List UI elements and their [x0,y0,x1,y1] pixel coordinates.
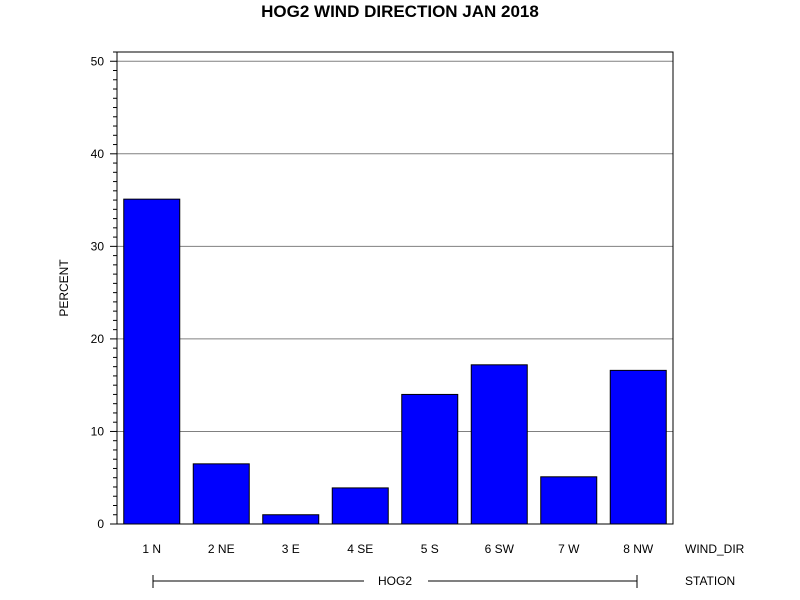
x-category-label: 2 NE [208,542,235,556]
x-category-label: 5 S [421,542,439,556]
bars [123,198,667,525]
station-axis-label: STATION [685,574,735,588]
x-category-label: 8 NW [623,542,654,556]
bar [331,487,389,525]
y-axis: 0 10 20 30 40 50 [91,51,117,531]
bar [609,369,667,525]
y-tick-label: 0 [97,517,104,531]
x-category-label: 4 SE [347,542,373,556]
bar [470,364,528,525]
bar [401,393,459,525]
x-category-label: 6 SW [485,542,515,556]
y-tick-label: 30 [91,239,105,253]
y-tick-label: 40 [91,147,105,161]
x-category-label: 3 E [282,542,300,556]
bar [123,198,181,525]
y-tick-label: 20 [91,332,105,346]
gridlines [117,60,673,432]
x-category-label: 1 N [142,542,161,556]
chart-title: HOG2 WIND DIRECTION JAN 2018 [261,2,539,21]
bar [262,514,320,525]
y-tick-label: 50 [91,54,105,68]
x-category-label: 7 W [558,542,580,556]
bar [192,463,250,525]
y-axis-label: PERCENT [57,259,71,317]
station-group-label: HOG2 [378,574,412,588]
x-axis-categories: 1 N 2 NE 3 E 4 SE 5 S 6 SW 7 W 8 NW [142,542,654,556]
y-tick-label: 10 [91,424,105,438]
x-axis-label: WIND_DIR [685,542,745,556]
plot-frame [116,51,674,525]
bar [540,476,598,525]
